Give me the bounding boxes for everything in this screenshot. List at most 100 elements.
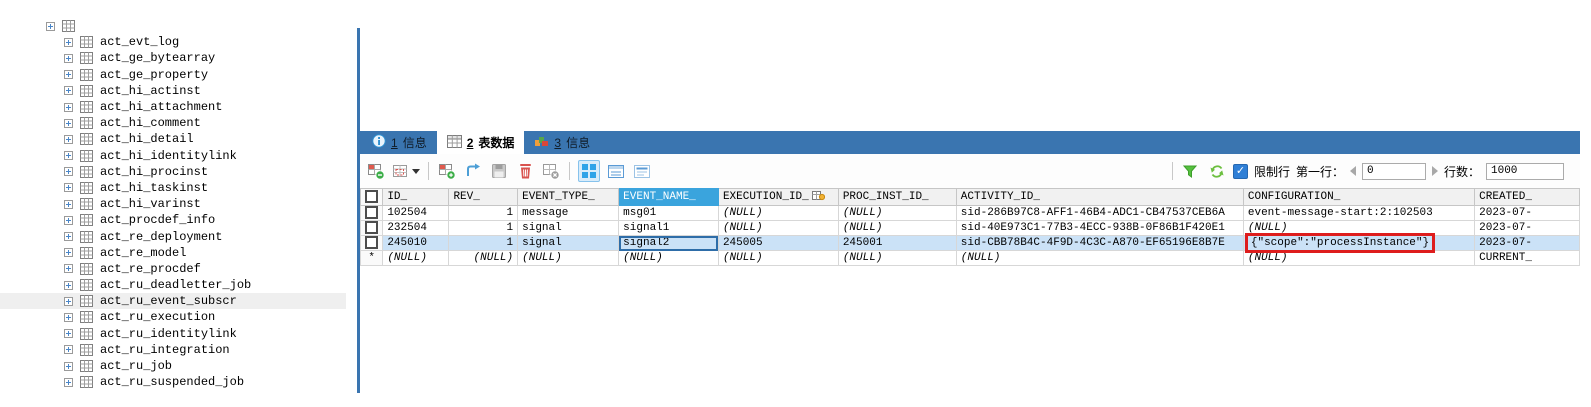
expand-plus-icon[interactable] — [64, 329, 73, 339]
sidebar-table-item[interactable]: act_evt_log — [0, 34, 346, 50]
expand-plus-icon[interactable] — [64, 102, 73, 112]
sidebar-table-item[interactable]: act_ru_job — [0, 358, 346, 374]
grid-cell[interactable]: (NULL) — [1242, 250, 1476, 266]
expand-plus-icon[interactable] — [64, 296, 73, 306]
expand-plus-icon[interactable] — [64, 151, 73, 161]
expand-plus-icon[interactable] — [64, 167, 73, 177]
grid-cell[interactable]: sid-40E973C1-77B3-4ECC-938B-0F86B1F420E1 — [955, 220, 1244, 236]
grid-cell[interactable]: (NULL) — [837, 205, 957, 221]
grid-column-header[interactable]: ACTIVITY_ID_ — [955, 188, 1244, 206]
grid-cell[interactable]: 1 — [448, 220, 519, 236]
grid-cell[interactable]: msg01 — [618, 205, 719, 221]
grid-cell[interactable]: 245001 — [837, 235, 957, 251]
grid-cell[interactable]: (NULL) — [448, 250, 519, 266]
row-count-input[interactable] — [1486, 162, 1564, 180]
sidebar-table-item[interactable]: act_ru_integration — [0, 342, 346, 358]
grid-row[interactable]: 245010 1 signal signal2 245005 245001 sid-CBB7… — [360, 233, 1580, 253]
grid-cell[interactable]: (NULL) — [382, 250, 450, 266]
grid-cell[interactable]: 2023-07- — [1474, 235, 1580, 251]
grid-cell[interactable]: signal — [517, 220, 620, 236]
grid-cell[interactable]: (NULL) — [955, 250, 1244, 266]
delete-record-button[interactable] — [515, 161, 535, 181]
grid-cell[interactable]: 1 — [448, 205, 519, 221]
row-select-cell[interactable] — [360, 235, 384, 251]
filter-icon[interactable] — [1181, 161, 1201, 181]
grid-row[interactable]: 102504 1 message msg01 (NULL) (NULL) sid-286B9… — [360, 205, 1580, 221]
new-row-marker-cell[interactable]: * — [360, 250, 384, 266]
expand-plus-icon[interactable] — [64, 86, 73, 96]
sidebar-table-item[interactable]: act_re_model — [0, 245, 346, 261]
grid-cell[interactable]: 245005 — [717, 235, 839, 251]
expand-plus-icon[interactable] — [64, 248, 73, 258]
sidebar-table-item[interactable]: act_re_procdef — [0, 261, 346, 277]
limit-rows-checkbox[interactable]: ✓ — [1232, 163, 1248, 179]
grid-cell[interactable]: 1 — [448, 235, 519, 251]
add-record-button[interactable] — [437, 161, 457, 181]
sidebar-table-item[interactable] — [0, 18, 346, 34]
tab-info-1[interactable]: 1 信息 — [362, 131, 437, 154]
apply-changes-button[interactable] — [463, 161, 483, 181]
grid-cell[interactable]: (NULL) — [717, 250, 839, 266]
row-checkbox[interactable] — [365, 206, 379, 220]
sidebar-table-item[interactable]: act_ru_identitylink — [0, 326, 346, 342]
sidebar-table-item[interactable]: act_hi_identitylink — [0, 148, 346, 164]
grid-cell[interactable]: signal1 — [618, 220, 719, 236]
grid-cell[interactable]: sid-286B97C8-AFF1-46B4-ADC1-CB47537CEB6A — [955, 205, 1244, 221]
sidebar-table-item[interactable]: act_ru_deadletter_job — [0, 277, 346, 293]
first-row-increment-arrow[interactable] — [1431, 166, 1438, 176]
grid-column-header[interactable]: EVENT_TYPE_ — [517, 188, 620, 206]
open-table-button[interactable] — [366, 161, 386, 181]
row-select-cell[interactable] — [360, 205, 384, 221]
sidebar-table-item[interactable]: act_ru_event_subscr — [0, 293, 346, 310]
grid-column-header[interactable]: PROC_INST_ID_ — [837, 188, 957, 206]
sidebar-table-item[interactable]: act_hi_comment — [0, 115, 346, 131]
grid-cell[interactable]: event-message-start:2:102503 — [1242, 205, 1476, 221]
sidebar-table-item[interactable]: act_procdef_info — [0, 212, 346, 228]
grid-cell[interactable]: message — [517, 205, 620, 221]
expand-plus-icon[interactable] — [64, 280, 73, 290]
expand-plus-icon[interactable] — [64, 215, 73, 225]
expand-plus-icon[interactable] — [64, 264, 73, 274]
grid-column-header[interactable]: CREATED_ — [1474, 188, 1580, 206]
expand-plus-icon[interactable] — [64, 53, 73, 63]
select-range-dropdown-button[interactable] — [392, 161, 420, 181]
first-row-input[interactable] — [1361, 162, 1426, 180]
sidebar-table-item[interactable]: act_re_deployment — [0, 228, 346, 244]
save-button[interactable] — [489, 161, 509, 181]
grid-cell[interactable]: signal2 — [618, 235, 719, 251]
expand-plus-icon[interactable] — [64, 199, 73, 209]
sidebar-table-item[interactable]: act_ge_bytearray — [0, 50, 346, 66]
expand-plus-icon[interactable] — [64, 118, 73, 128]
sidebar-table-item[interactable]: act_hi_detail — [0, 131, 346, 147]
grid-cell[interactable]: (NULL) — [618, 250, 719, 266]
select-all-checkbox[interactable] — [365, 190, 379, 204]
form-view-button[interactable] — [606, 161, 626, 181]
expand-plus-icon[interactable] — [64, 377, 73, 387]
sidebar-table-item[interactable]: act_hi_procinst — [0, 164, 346, 180]
expand-plus-icon[interactable] — [64, 312, 73, 322]
grid-column-header[interactable]: REV_ — [448, 188, 519, 206]
grid-cell[interactable]: 2023-07- — [1474, 220, 1580, 236]
grid-cell[interactable]: (NULL) — [837, 250, 957, 266]
sidebar-table-item[interactable]: act_hi_attachment — [0, 99, 346, 115]
sidebar-table-item[interactable]: act_hi_actinst — [0, 83, 346, 99]
sidebar-table-item[interactable]: act_ge_property — [0, 67, 346, 83]
tab-info-3[interactable]: 3 信息 — [524, 131, 600, 154]
expand-plus-icon[interactable] — [64, 70, 73, 80]
grid-cell[interactable]: 245010 — [382, 235, 450, 251]
sidebar-table-item[interactable]: act_ru_suspended_job — [0, 374, 346, 390]
grid-cell[interactable]: {"scope":"processInstance"} — [1242, 233, 1476, 253]
grid-cell[interactable]: signal — [517, 235, 620, 251]
expand-plus-icon[interactable] — [46, 21, 55, 31]
grid-column-header[interactable]: EVENT_NAME_ — [618, 188, 719, 206]
expand-plus-icon[interactable] — [64, 232, 73, 242]
text-view-button[interactable] — [632, 161, 652, 181]
grid-cell[interactable]: (NULL) — [837, 220, 957, 236]
expand-plus-icon[interactable] — [64, 345, 73, 355]
first-row-decrement-arrow[interactable] — [1349, 166, 1356, 176]
expand-plus-icon[interactable] — [64, 134, 73, 144]
grid-column-header[interactable]: EXECUTION_ID_ — [717, 188, 839, 206]
sidebar-table-item[interactable]: act_ru_execution — [0, 309, 346, 325]
grid-column-header[interactable]: ID_ — [382, 188, 450, 206]
grid-cell[interactable]: 2023-07- — [1474, 205, 1580, 221]
